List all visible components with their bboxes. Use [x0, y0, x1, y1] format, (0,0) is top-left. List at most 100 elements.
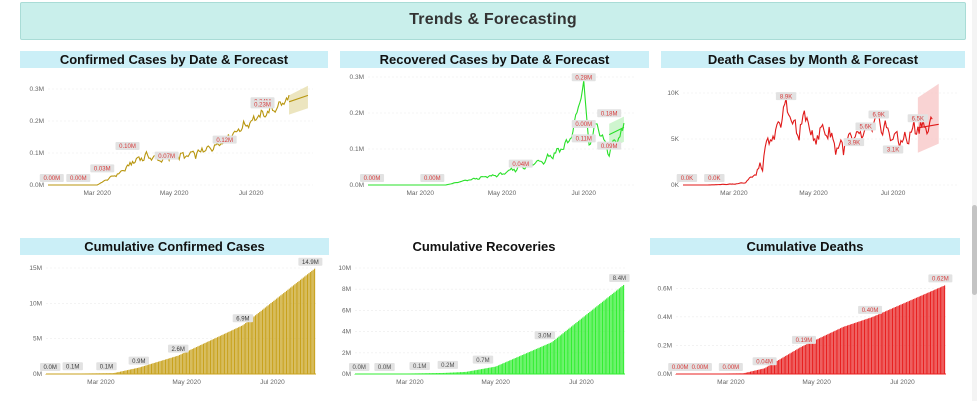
bar — [568, 328, 570, 374]
bar — [534, 349, 536, 374]
data-label: 0.00M — [364, 176, 381, 182]
bar — [856, 322, 858, 374]
bar — [866, 318, 868, 374]
bar — [514, 358, 516, 374]
bar — [114, 372, 116, 374]
bar — [304, 276, 306, 374]
data-label-bg — [704, 174, 725, 182]
bar — [308, 273, 310, 374]
bar — [523, 354, 525, 374]
bar — [177, 355, 179, 374]
y-tick-label: 0M — [342, 371, 351, 378]
bar — [290, 287, 292, 374]
bar — [524, 353, 526, 374]
bar — [794, 350, 797, 374]
bar — [778, 360, 780, 374]
x-tick-label: Jul 2020 — [881, 190, 906, 197]
bar — [507, 361, 509, 374]
data-label: 0.04M — [756, 359, 773, 365]
y-tick-label: 0.3M — [30, 86, 44, 93]
bar — [461, 372, 463, 374]
data-label-bg — [752, 357, 777, 366]
bar — [776, 360, 778, 374]
bar — [274, 299, 276, 374]
bar — [233, 329, 235, 374]
bar — [450, 372, 452, 374]
bar — [751, 371, 753, 374]
bar — [768, 365, 770, 374]
bar — [935, 289, 937, 374]
bar — [240, 325, 243, 374]
bar — [510, 359, 512, 374]
bar — [288, 288, 290, 374]
bar — [492, 367, 494, 374]
bar — [281, 294, 283, 374]
bar — [573, 324, 575, 374]
bar — [465, 371, 467, 374]
bar — [797, 348, 799, 374]
bar — [548, 343, 550, 374]
y-tick-label: 6M — [342, 307, 351, 314]
data-label: 0.1M — [66, 364, 79, 370]
bar — [259, 311, 261, 374]
bar — [827, 334, 829, 374]
bar — [149, 364, 151, 374]
bar — [918, 296, 920, 374]
bar — [852, 323, 854, 374]
bar — [504, 362, 507, 374]
data-label-bg — [676, 174, 698, 182]
bar — [468, 371, 470, 374]
series-line — [48, 94, 290, 186]
bar — [865, 319, 867, 374]
bar — [481, 369, 483, 374]
cumulative-recoveries-chart: 0M 2M 4M 6M 8M 10M Mar 2020 May 2020 Jul 2020 0.0… — [338, 265, 630, 386]
bar — [502, 363, 504, 374]
bar — [500, 364, 502, 374]
bar — [125, 370, 127, 374]
bar — [235, 328, 237, 374]
scrollbar-thumb[interactable] — [972, 205, 977, 295]
bar — [757, 369, 759, 374]
bar — [478, 369, 480, 374]
bar — [184, 352, 186, 374]
bar — [783, 356, 785, 374]
bar — [792, 351, 794, 374]
bar — [758, 369, 760, 374]
bar — [893, 307, 895, 374]
bar — [252, 317, 254, 374]
bar — [793, 350, 795, 374]
y-tick-label: 10K — [667, 90, 679, 97]
bar — [810, 342, 812, 374]
bar — [249, 319, 251, 374]
x-tick-label: Mar 2020 — [720, 190, 748, 197]
bar — [229, 331, 231, 374]
bar — [527, 352, 529, 374]
bar — [932, 290, 934, 374]
bar — [830, 332, 832, 374]
bar — [218, 336, 220, 374]
bar — [563, 332, 566, 374]
bar — [835, 330, 837, 374]
bar — [162, 360, 164, 374]
bar — [587, 313, 589, 374]
bar — [479, 369, 481, 374]
bar — [530, 351, 532, 374]
bar — [490, 367, 492, 374]
bar — [761, 368, 763, 374]
bar — [122, 371, 124, 374]
bar — [620, 287, 622, 374]
bar — [195, 347, 198, 374]
scrollbar-track[interactable] — [972, 0, 977, 401]
bar — [744, 372, 746, 374]
data-label-bg — [349, 363, 370, 371]
bar — [200, 345, 202, 374]
bar — [601, 301, 604, 374]
data-label: 0.0M — [44, 365, 57, 371]
x-tick-label: Jul 2020 — [260, 379, 285, 386]
bar — [928, 292, 930, 374]
bar — [603, 300, 605, 374]
bar — [176, 356, 178, 374]
data-label-bg — [212, 135, 237, 144]
bar — [513, 358, 515, 374]
bar — [520, 355, 522, 374]
